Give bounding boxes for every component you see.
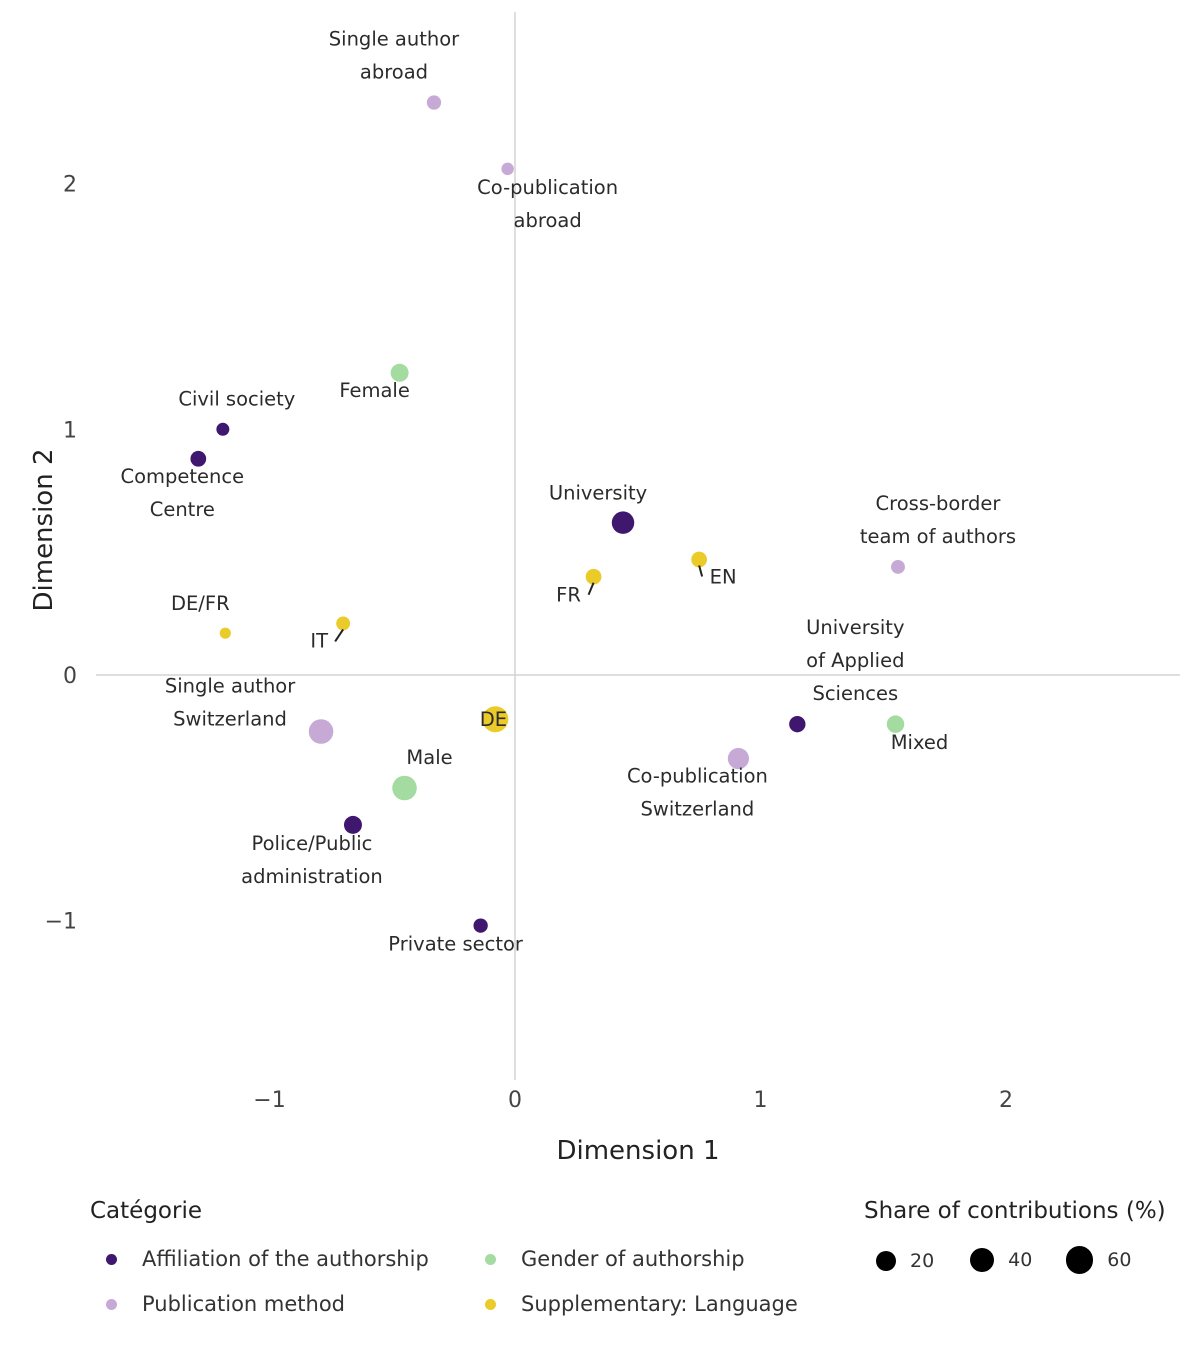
color-legend-entry: Gender of authorship <box>485 1247 745 1271</box>
data-point <box>216 422 230 436</box>
y-axis-title: Dimension 2 <box>29 448 59 612</box>
size-legend-label: 20 <box>909 1250 935 1272</box>
size-legend-label: 60 <box>1107 1248 1132 1271</box>
size-legend-dot <box>970 1247 995 1273</box>
size-legend-dot <box>1066 1246 1094 1274</box>
data-point <box>392 775 417 801</box>
color-legend-swatch <box>485 1298 496 1310</box>
data-point <box>727 747 750 770</box>
data-point <box>219 627 231 639</box>
label-leader-line <box>334 628 344 642</box>
data-point <box>308 719 334 744</box>
data-point <box>691 551 707 568</box>
x-tick-label: 2 <box>999 1088 1013 1113</box>
color-legend-label: Publication method <box>142 1292 346 1316</box>
point-label: Mixed <box>891 731 949 754</box>
color-legend-title: Catégorie <box>90 1198 202 1224</box>
size-legend-entry: 20 <box>876 1250 934 1272</box>
data-point <box>789 715 806 733</box>
size-legend-label: 40 <box>1008 1248 1033 1271</box>
data-point <box>390 363 409 382</box>
data-point <box>482 706 509 733</box>
point-label: EN <box>710 566 737 589</box>
color-legend-label: Affiliation of the authorship <box>142 1247 429 1271</box>
y-tick-label: −1 <box>45 910 77 935</box>
color-legend-label: Supplementary: Language <box>521 1292 798 1316</box>
data-point <box>190 450 207 467</box>
color-legend-swatch <box>106 1253 117 1265</box>
data-point <box>585 568 602 585</box>
data-point <box>426 95 442 110</box>
point-label: Cross-border team of authors <box>860 492 1016 548</box>
data-point <box>501 162 514 176</box>
point-label: Competence Centre <box>120 465 244 521</box>
y-tick-label: 0 <box>63 664 77 689</box>
size-legend-title: Share of contributions (%) <box>864 1198 1166 1224</box>
color-legend-swatch <box>106 1298 117 1310</box>
point-label: Co-publication Switzerland <box>627 765 768 821</box>
label-leader-line <box>587 582 595 596</box>
point-label: Female <box>339 379 410 402</box>
color-legend-label: Gender of authorship <box>521 1247 745 1271</box>
label-leader-line <box>698 565 704 577</box>
data-point <box>336 616 351 631</box>
y-tick-label: 2 <box>63 173 77 198</box>
x-tick-label: −1 <box>253 1088 285 1113</box>
point-label: University of Applied Sciences <box>806 616 904 705</box>
point-label: University <box>549 482 647 505</box>
point-label: Single author Switzerland <box>165 675 296 731</box>
point-label: Private sector <box>388 933 524 956</box>
point-label: Police/Public administration <box>241 832 383 888</box>
data-point <box>343 815 362 834</box>
y-tick-label: 1 <box>63 418 77 443</box>
size-legend-entry: 40 <box>970 1247 1033 1273</box>
color-legend-entry: Affiliation of the authorship <box>106 1247 429 1271</box>
data-point <box>473 918 488 933</box>
point-label: Civil society <box>178 387 295 410</box>
x-tick-label: 1 <box>754 1088 768 1113</box>
x-axis-title: Dimension 1 <box>556 1136 720 1166</box>
color-legend-entry: Publication method <box>106 1292 345 1316</box>
point-label: Male <box>406 746 452 769</box>
point-label: DE <box>480 708 507 731</box>
size-legend-dot <box>876 1251 896 1271</box>
point-label: FR <box>556 584 581 607</box>
size-legend-entry: 60 <box>1066 1246 1132 1274</box>
color-legend-swatch <box>485 1253 496 1265</box>
color-legend-entry: Supplementary: Language <box>485 1292 798 1316</box>
data-point <box>886 715 905 733</box>
data-point <box>891 559 905 574</box>
point-label: DE/FR <box>171 592 230 615</box>
data-point <box>611 511 635 534</box>
point-label: Single author abroad <box>329 28 460 84</box>
point-label: IT <box>310 629 328 652</box>
x-tick-label: 0 <box>508 1088 522 1113</box>
point-label: Co-publication abroad <box>477 176 618 232</box>
